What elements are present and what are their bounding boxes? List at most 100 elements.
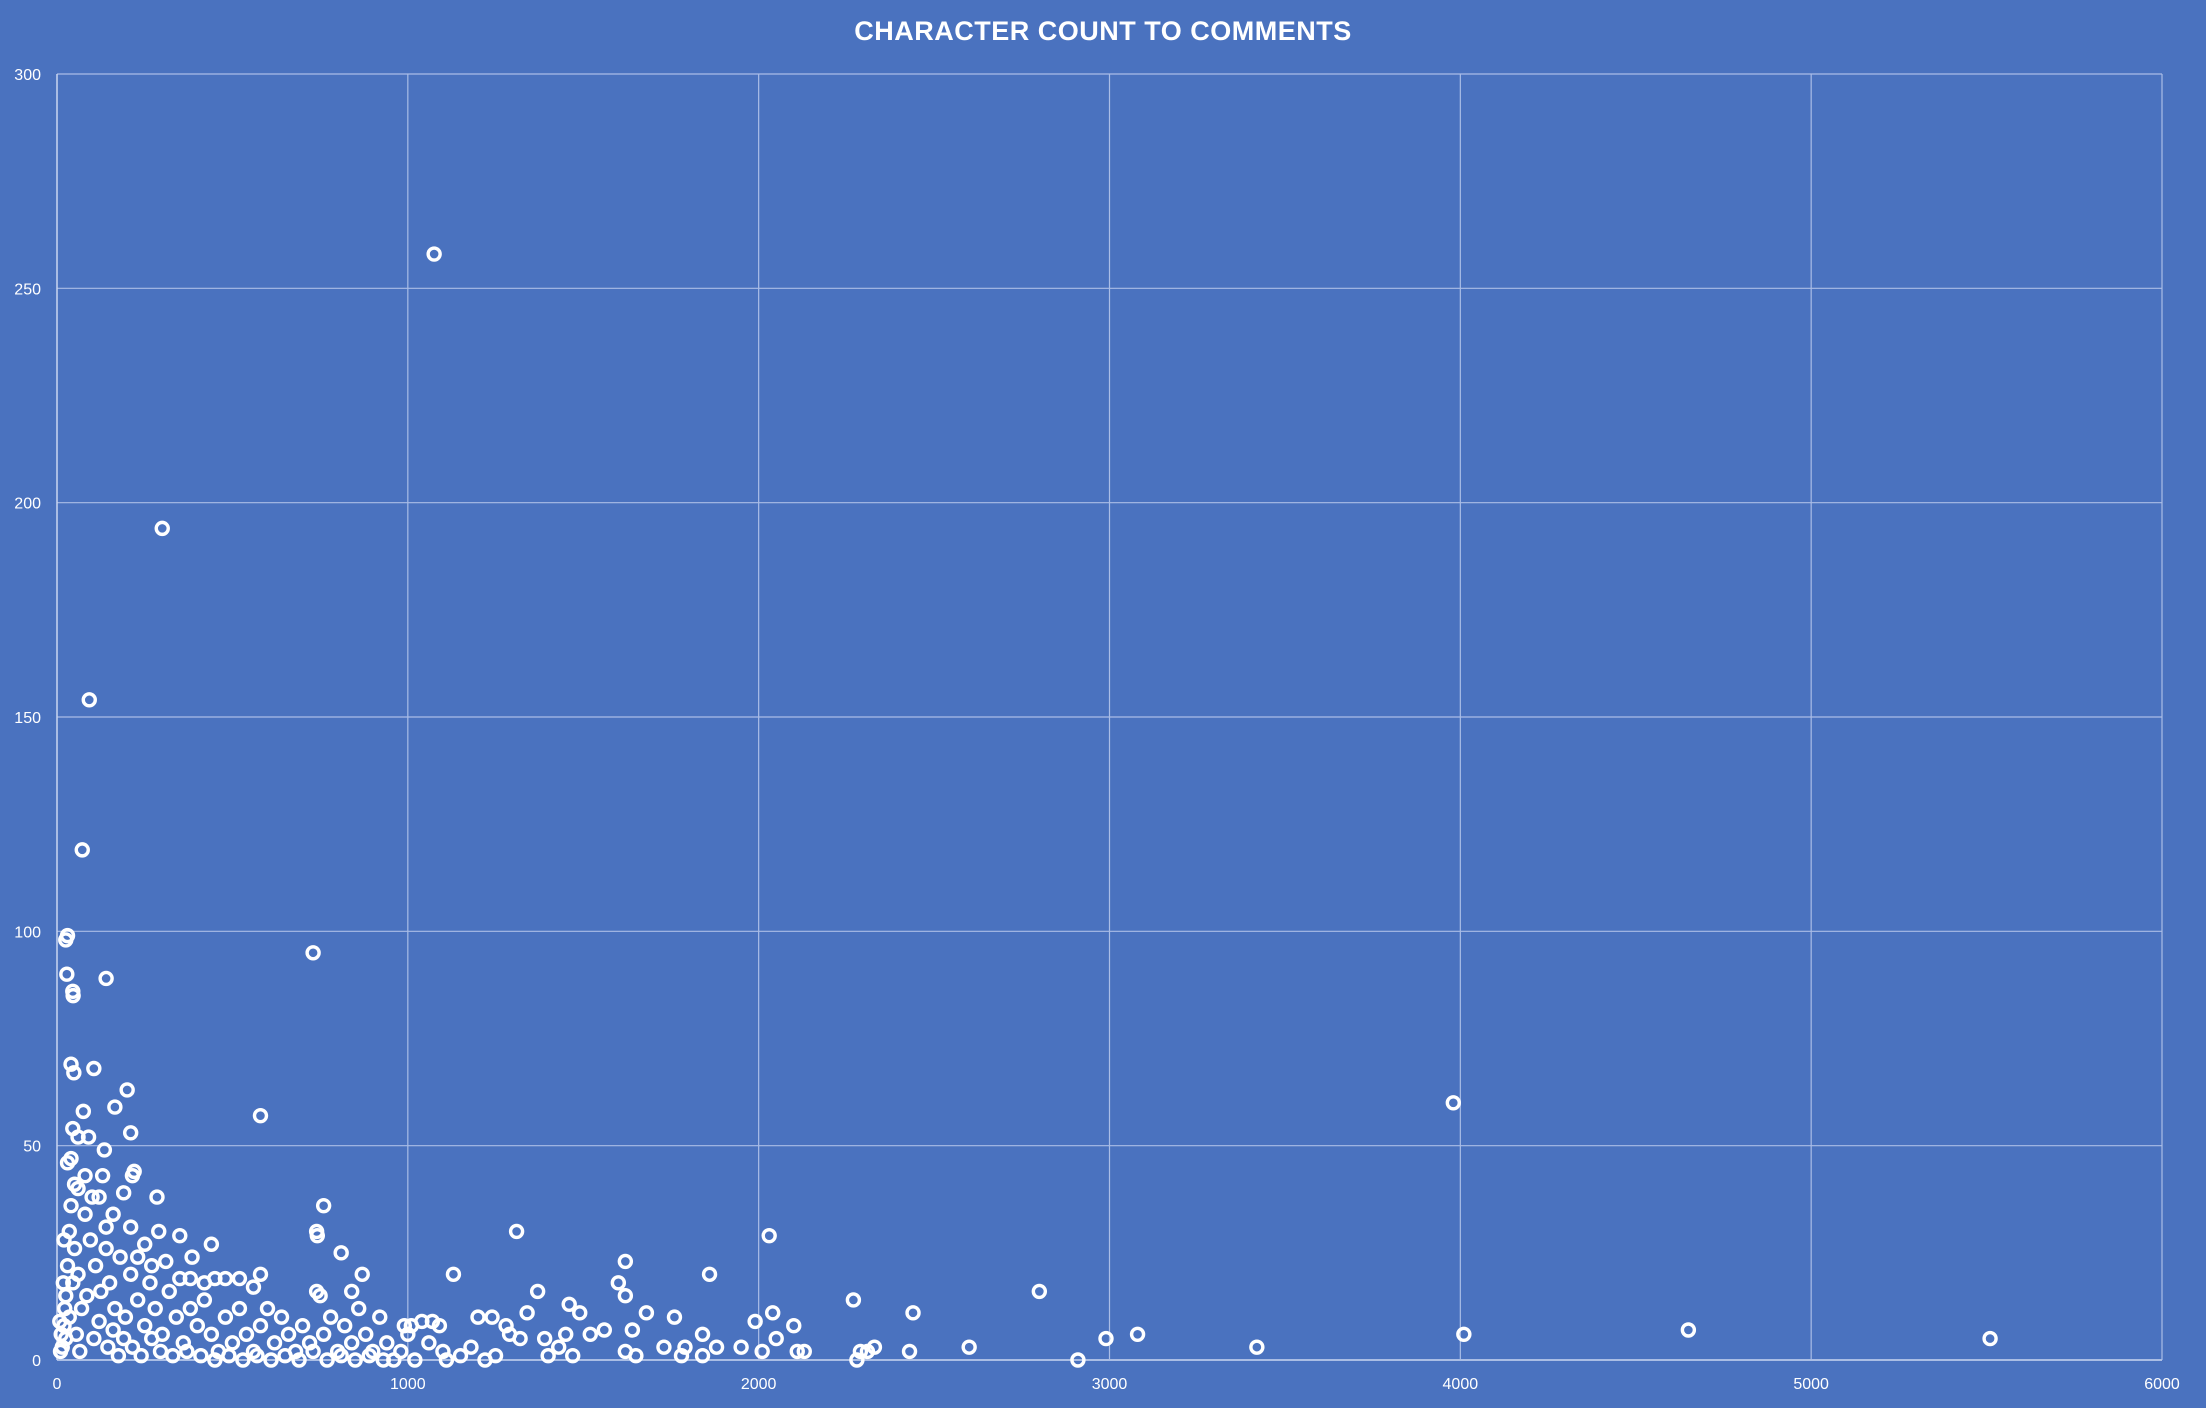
scatter-point [124,1167,141,1184]
scatter-point [52,1313,68,1330]
scatter-point [361,1348,377,1364]
scatter-point [463,1339,479,1355]
scatter-point [144,1330,160,1347]
scatter-point [733,1339,749,1355]
scatter-point [421,1335,437,1351]
scatter-point [151,1223,167,1240]
x-tick-label: 0 [53,1376,62,1393]
scatter-point [119,1082,135,1098]
scatter-point [122,1266,139,1282]
scatter-point [305,1343,321,1360]
scatter-point [656,1339,672,1355]
scatter-point [1129,1326,1146,1342]
scatter-point [452,1348,469,1364]
scatter-point [98,1240,114,1257]
scatter-point [252,1318,269,1334]
scatter-point [550,1339,567,1355]
scatter-point [508,1223,525,1240]
x-tick-label: 4000 [1443,1376,1479,1393]
scatter-point [312,1287,328,1304]
scatter-point [375,1352,391,1368]
scatter-point [747,1313,763,1330]
scatter-point [487,1348,504,1364]
scatter-point [101,1275,118,1291]
scatter-point [305,945,321,961]
scatter-point [115,1185,132,1201]
scatter-point [158,1253,174,1270]
scatter-point [617,1253,634,1270]
scatter-point [172,1227,188,1244]
scatter-point [98,970,114,987]
scatter-point [133,1348,149,1364]
scatter-point [351,1300,367,1317]
scatter-point [207,1352,223,1368]
scatter-point [86,1330,102,1347]
x-tick-label: 2000 [741,1376,777,1393]
y-tick-label: 100 [14,924,41,941]
x-tick-label: 3000 [1092,1376,1128,1393]
scatter-point [572,1305,588,1321]
scatter-point [84,1189,100,1205]
scatter-point [129,1249,146,1265]
x-tick-label: 6000 [2144,1376,2180,1393]
scatter-point [94,1167,111,1184]
scatter-point [122,1219,139,1235]
scatter-point [86,1060,102,1077]
scatter-point [789,1343,805,1360]
scatter-point [309,1227,326,1244]
scatter-point [358,1326,374,1342]
scatter-point [196,1292,213,1308]
scatter-point [165,1348,181,1364]
scatter-point [58,1287,74,1304]
scatter-point [638,1305,655,1321]
scatter-point [1680,1322,1697,1338]
scatter-point [431,1318,448,1334]
scatter-point [52,1343,69,1360]
scatter-point [768,1330,784,1347]
scatter-point [845,1292,862,1308]
scatter-point [961,1339,977,1355]
scatter-point [149,1189,165,1205]
scatter-point [624,1322,641,1338]
scatter-point [66,1240,83,1257]
gridlines [56,73,2163,1361]
scatter-point [58,932,74,948]
scatter-point [426,246,442,262]
scatter-point [708,1339,725,1355]
scatter-point [91,1313,107,1330]
scatter-point [179,1343,195,1360]
scatter-point [796,1343,812,1360]
scatter-point [91,1189,107,1205]
scatter-point [59,966,75,982]
scatter-point [57,1300,73,1317]
scatter-point [322,1309,339,1325]
scatter-point [512,1330,528,1347]
scatter-point [252,1107,269,1124]
scatter-point [393,1343,409,1360]
scatter-point [65,987,81,1004]
scatter-point [80,1129,97,1145]
scatter-point [445,1266,462,1282]
scatter-point [277,1348,293,1364]
scatter-point [701,1266,718,1282]
scatter-point [519,1305,535,1321]
scatter-point [529,1283,546,1300]
scatter-point [319,1352,335,1368]
scatter-point [694,1348,711,1364]
scatter-point [344,1335,360,1351]
scatter-point [294,1318,311,1334]
scatter-point [203,1236,220,1252]
scatter-point [754,1343,770,1360]
scatter-point [407,1352,423,1368]
scatter-point [379,1335,395,1351]
data-points [52,246,1998,1368]
scatter-point [65,1275,81,1291]
scatter-point [56,1232,72,1248]
scatter-point [152,1343,169,1360]
scatter-point [1249,1339,1265,1355]
scatter-point [203,1326,220,1342]
scatter-point [1982,1330,1998,1347]
scatter-point [1098,1330,1114,1347]
